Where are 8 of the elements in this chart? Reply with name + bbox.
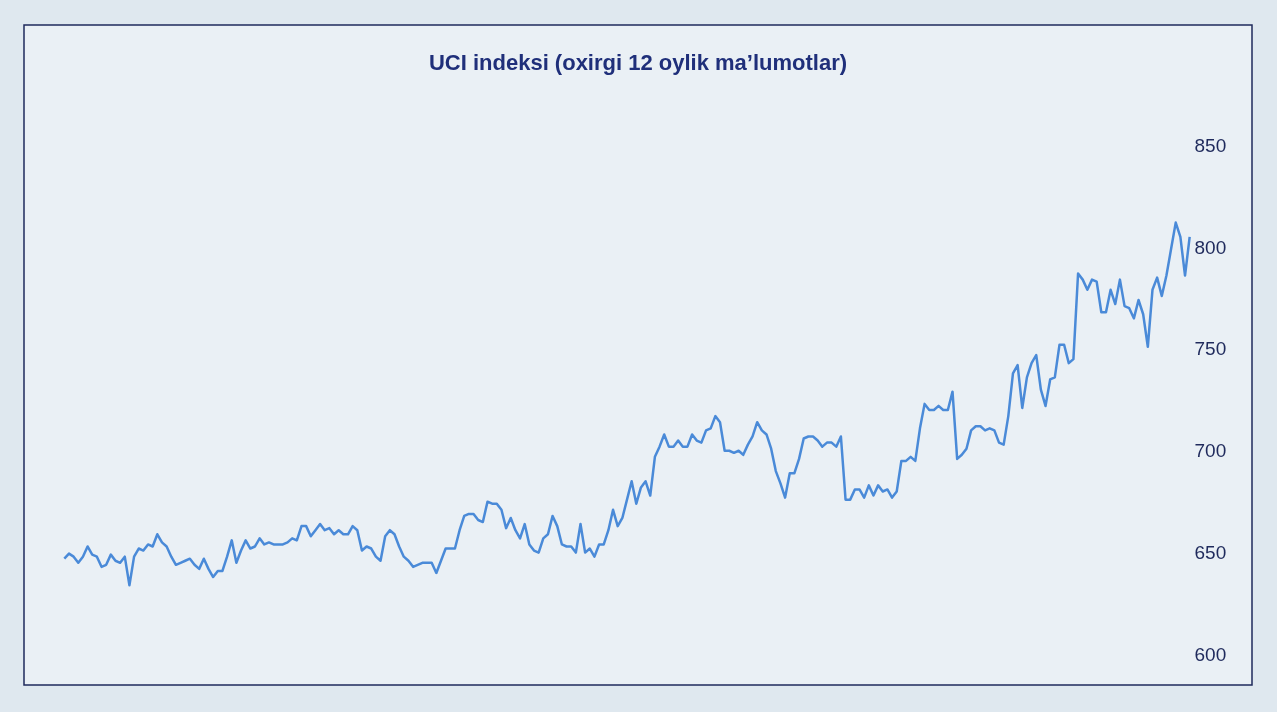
y-tick-label: 750 [1194, 338, 1227, 360]
y-tick-label: 800 [1194, 236, 1227, 258]
y-tick-label: 700 [1194, 440, 1227, 462]
text: UCI indeksi (oxirgi 12 oylik ma’lumotlar) [428, 50, 848, 75]
y-tick-label: 850 [1194, 134, 1227, 156]
line-series [63, 221, 1191, 587]
y-tick-label: 650 [1194, 542, 1227, 564]
y-tick-label: 600 [1194, 643, 1227, 665]
